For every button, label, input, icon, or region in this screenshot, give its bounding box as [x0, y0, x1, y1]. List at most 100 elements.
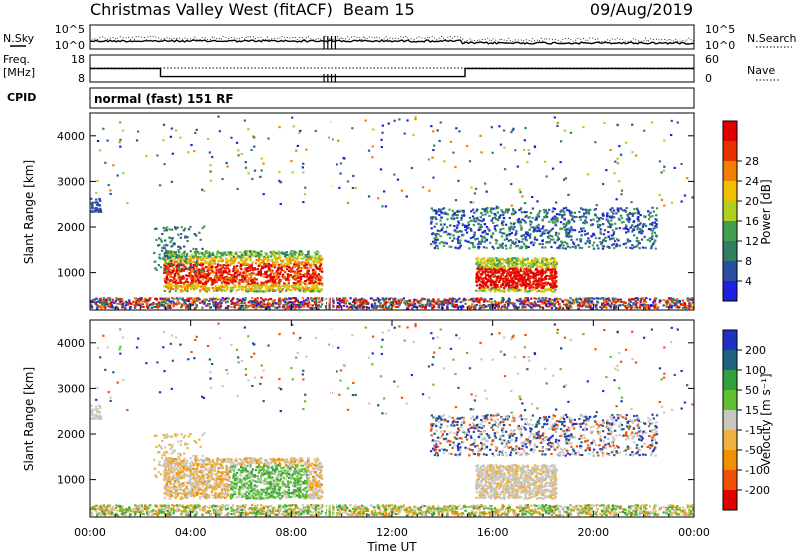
power-cell [529, 237, 531, 239]
power-cell [513, 286, 515, 288]
power-cell [494, 270, 496, 272]
power-cell [515, 289, 517, 291]
power-cell [248, 274, 250, 276]
power-cell [480, 306, 482, 308]
power-cell [285, 303, 287, 305]
power-cell [513, 262, 515, 264]
power-cell [613, 307, 615, 309]
power-cell [449, 237, 451, 239]
power-cell [622, 304, 624, 306]
power-cell [293, 287, 295, 289]
power-cell [173, 268, 175, 270]
power-cell [269, 268, 271, 270]
power-cell [178, 271, 180, 273]
power-cell [312, 285, 314, 287]
power-cell [632, 298, 634, 300]
power-cell [173, 303, 175, 305]
power-cell [307, 270, 309, 272]
power-cell [576, 238, 578, 240]
power-cell [413, 300, 415, 302]
power-cell [600, 233, 602, 235]
power-cell [542, 257, 544, 259]
power-cell [295, 271, 297, 273]
power-cell [304, 267, 306, 269]
power-cell [188, 300, 190, 302]
power-cell [207, 251, 209, 253]
power-cell [474, 238, 476, 240]
power-cell [212, 279, 214, 281]
power-cell [574, 212, 576, 214]
power-cell [279, 287, 281, 289]
power-cell [92, 299, 94, 301]
power-cell [458, 298, 460, 300]
freq-line [90, 69, 694, 77]
power-cell [344, 297, 346, 299]
power-cell [459, 211, 461, 213]
power-cell [613, 243, 615, 245]
power-cell [585, 306, 587, 308]
power-cell [236, 303, 238, 305]
power-cell [530, 212, 532, 214]
power-cell [227, 264, 229, 266]
power-cell [288, 276, 290, 278]
power-cell [651, 245, 653, 247]
power-cell [479, 299, 481, 301]
power-cell [513, 243, 515, 245]
power-cell [257, 284, 259, 286]
power-cell [356, 301, 358, 303]
power-cell [231, 279, 233, 281]
power-cell [471, 220, 473, 222]
power-cell [599, 306, 601, 308]
power-cell [651, 222, 653, 224]
power-cell [172, 253, 174, 255]
power-cell [515, 268, 517, 270]
power-cell [170, 283, 172, 285]
power-cell [178, 303, 180, 305]
power-cell [241, 305, 243, 307]
power-cell [524, 283, 526, 285]
power-cell [286, 265, 288, 267]
power-cell [535, 217, 537, 219]
power-cell [227, 266, 229, 268]
power-cell [476, 274, 478, 276]
power-cell [214, 263, 216, 265]
power-cell [526, 239, 528, 241]
power-cell [644, 236, 646, 238]
power-cell [228, 260, 230, 262]
power-cell [487, 271, 489, 273]
power-cell [597, 297, 599, 299]
power-cell [554, 242, 556, 244]
power-cell [620, 215, 622, 217]
power-cell [622, 209, 624, 211]
power-cell [196, 267, 198, 269]
power-cell [268, 306, 270, 308]
power-cell [651, 230, 653, 232]
power-cell [518, 259, 520, 261]
power-cell [127, 304, 129, 306]
power-cell [659, 299, 661, 301]
power-cell [565, 224, 567, 226]
power-cell [230, 281, 232, 283]
power-cell [494, 225, 496, 227]
power-cell [490, 284, 492, 286]
nsky-series [90, 36, 694, 49]
power-cell [249, 288, 251, 290]
power-cell [490, 235, 492, 237]
power-cell [205, 283, 207, 285]
power-cell [521, 307, 523, 309]
power-cell [321, 271, 323, 273]
power-cell [467, 241, 469, 243]
power-cell [590, 297, 592, 299]
power-cell [277, 289, 279, 291]
power-cell [628, 221, 630, 223]
power-cell [555, 272, 557, 274]
power-cell [493, 268, 495, 270]
power-cell [555, 307, 557, 309]
power-cell [265, 265, 267, 267]
power-cell [179, 285, 181, 287]
power-cell [302, 297, 304, 299]
power-cell [265, 298, 267, 300]
power-cell [274, 281, 276, 283]
power-cell [234, 278, 236, 280]
power-cell [503, 272, 505, 274]
